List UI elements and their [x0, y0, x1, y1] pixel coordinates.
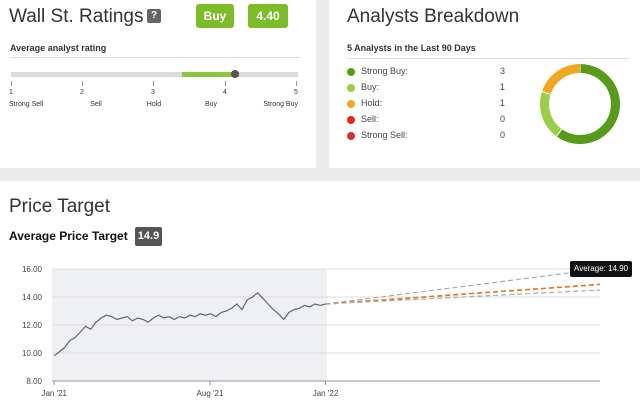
rating-scale-fill — [182, 72, 239, 77]
strong-buy-dot-icon — [347, 68, 355, 76]
analyst-donut-chart — [540, 64, 620, 144]
legend-label: Buy: — [361, 82, 380, 92]
donut-slice-0 — [556, 64, 620, 144]
scale-number: 4 — [223, 89, 227, 96]
legend-count: 0 — [500, 130, 506, 140]
scale-tick — [153, 81, 154, 86]
price-target-title: Price Target — [9, 196, 111, 217]
buy-dot-icon — [347, 84, 355, 92]
y-tick-label: 16.00 — [22, 265, 43, 274]
scale-label: Sell — [90, 101, 102, 108]
donut-slice-1 — [540, 91, 562, 137]
avg-price-target-label: Average Price Target — [9, 229, 128, 243]
projection-average-line — [325, 283, 601, 305]
legend-count: 1 — [500, 82, 506, 92]
legend-count: 3 — [500, 66, 506, 76]
legend-count: 0 — [500, 114, 506, 124]
divider — [10, 57, 300, 58]
x-tick-label: Aug '21 — [197, 389, 224, 398]
y-tick-label: 12.00 — [22, 321, 43, 330]
breakdown-panel: Analysts Breakdown 5 Analysts in the Las… — [329, 0, 640, 168]
help-icon[interactable]: ? — [147, 9, 161, 23]
legend-label: Hold: — [361, 98, 383, 108]
average-tooltip: Average: 14.90 — [570, 261, 633, 277]
legend-row-hold: Hold: 1 — [347, 97, 507, 111]
sell-dot-icon — [347, 116, 355, 124]
legend-row-strong-sell: Strong Sell: 0 — [347, 129, 507, 143]
x-tick-label: Jan '21 — [41, 389, 67, 398]
scale-label: Buy — [204, 101, 218, 108]
donut-separator — [556, 128, 563, 137]
price-target-chart: 16.00 14.00 12.00 10.00 8.00 Jan '21 Aug '21 Ja… — [22, 265, 601, 398]
strong-sell-dot-icon — [347, 132, 355, 140]
y-tick-label: 10.00 — [22, 349, 43, 358]
ratings-panel: Wall St. Ratings ? Buy 4.40 Average anal… — [0, 0, 316, 168]
scale-tick — [296, 81, 297, 86]
legend-row-buy: Buy: 1 — [347, 81, 507, 95]
donut-slice-2 — [541, 64, 581, 95]
ratings-title: Wall St. Ratings — [9, 6, 144, 27]
x-tick-label: Jan '22 — [313, 389, 339, 398]
scale-label: Strong Sell — [9, 101, 44, 108]
scale-tick — [225, 81, 226, 86]
projection-low-line — [325, 289, 601, 305]
scale-label: Strong Buy — [263, 101, 298, 108]
scale-number: 3 — [151, 89, 155, 96]
analysts-count-label: 5 Analysts in the Last 90 Days — [347, 43, 476, 53]
rating-badge: Buy — [196, 4, 234, 28]
avg-rating-label: Average analyst rating — [10, 43, 107, 53]
divider — [347, 58, 629, 59]
legend-row-sell: Sell: 0 — [347, 113, 507, 127]
scale-tick — [11, 81, 12, 86]
hold-dot-icon — [347, 100, 355, 108]
scale-number: 5 — [294, 89, 298, 96]
scale-tick — [82, 81, 83, 86]
breakdown-title: Analysts Breakdown — [347, 6, 520, 27]
legend-row-strong-buy: Strong Buy: 3 — [347, 65, 507, 79]
y-tick-label: 14.00 — [22, 293, 43, 302]
scale-label: Hold — [146, 101, 162, 108]
legend-count: 1 — [500, 98, 506, 108]
rating-scale-marker — [231, 70, 239, 78]
price-series-line — [53, 291, 326, 357]
scale-number: 2 — [80, 89, 84, 96]
legend-label: Strong Buy: — [361, 66, 409, 76]
avg-price-target-value: 14.9 — [135, 227, 162, 246]
y-tick-label: 8.00 — [26, 377, 42, 386]
score-badge: 4.40 — [248, 4, 288, 28]
rating-scale-track — [11, 72, 298, 77]
scale-number: 1 — [9, 89, 13, 96]
price-target-panel: Price Target Average Price Target 14.9 1… — [0, 181, 640, 400]
projection-high-line — [325, 268, 601, 305]
legend-label: Strong Sell: — [361, 130, 408, 140]
legend-label: Sell: — [361, 114, 379, 124]
donut-separator — [541, 91, 551, 95]
